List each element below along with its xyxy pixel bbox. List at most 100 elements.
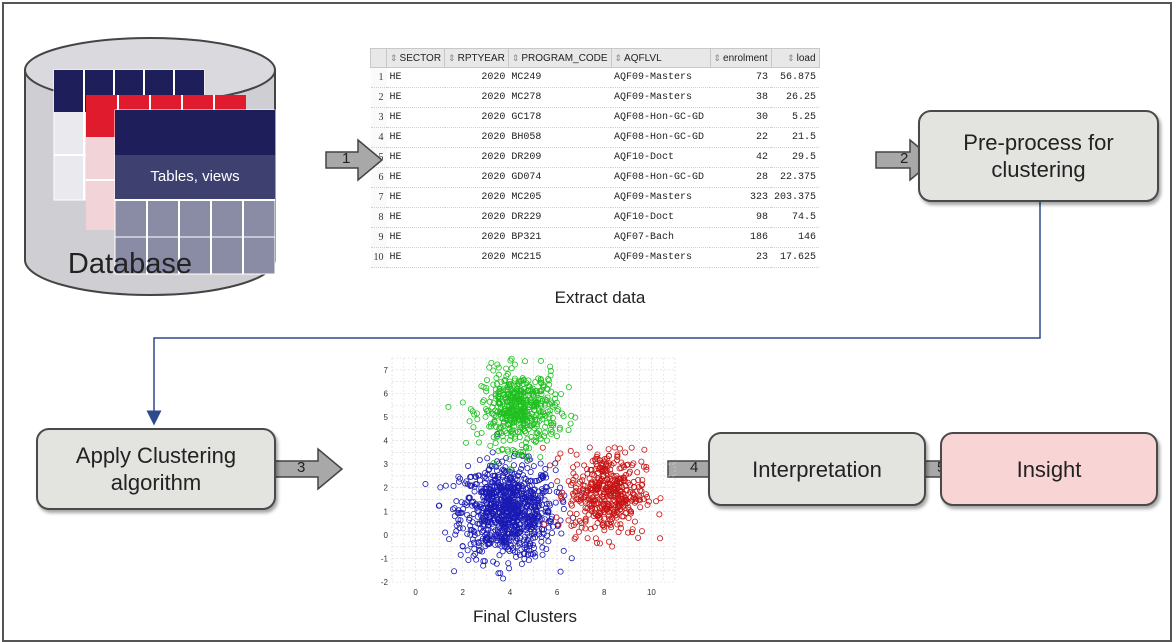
data-point [573, 510, 580, 517]
data-point [546, 502, 553, 509]
data-point [637, 497, 644, 504]
data-point [568, 555, 575, 562]
data-point [442, 482, 449, 489]
data-point [492, 472, 499, 479]
data-point [467, 406, 474, 413]
data-point [552, 395, 559, 402]
data-point [554, 478, 561, 485]
table-cell: HE [386, 247, 445, 268]
table-cell: 2020 [444, 247, 509, 268]
table-cell: MC278 [508, 87, 611, 108]
table-cell: 2 [370, 87, 387, 108]
data-point [527, 468, 534, 475]
data-point [446, 536, 453, 543]
table-cell: 2020 [444, 147, 509, 168]
data-point [516, 451, 523, 458]
data-point [501, 470, 508, 477]
data-point [505, 420, 512, 427]
data-point [497, 492, 504, 499]
column-header-label: AQFLVL [624, 52, 662, 64]
data-point [541, 402, 548, 409]
data-point [542, 423, 549, 430]
data-point [621, 493, 628, 500]
data-point [463, 478, 470, 485]
data-point [599, 522, 606, 529]
table-cell: 98 [710, 207, 772, 228]
table-body: 1 HE 2020 MC249 AQF09-Masters 73 56.875 2 HE 2020… [370, 67, 820, 268]
data-point [508, 355, 515, 362]
interpretation-label: Interpretation [752, 456, 882, 482]
data-point [577, 496, 584, 503]
data-point [656, 511, 663, 518]
table-cell: HE [386, 167, 445, 188]
data-point [528, 411, 535, 418]
data-point [529, 403, 536, 410]
data-point [476, 546, 483, 553]
data-point [606, 513, 613, 520]
data-point [476, 457, 483, 464]
data-point [511, 375, 518, 382]
step-1-number: 1 [342, 150, 351, 167]
data-point [626, 507, 633, 514]
step-3-number: 3 [297, 459, 306, 476]
data-point [511, 423, 518, 430]
data-point [582, 517, 589, 524]
data-point [535, 488, 542, 495]
data-point [437, 484, 444, 491]
x-tick-label: 10 [647, 588, 656, 597]
data-point [503, 429, 510, 436]
data-point [535, 503, 542, 510]
table-row: 2 HE 2020 MC278 AQF09-Masters 38 26.25 [370, 87, 820, 108]
x-tick-label: 0 [413, 588, 418, 597]
data-point [539, 444, 546, 451]
data-point [546, 462, 553, 469]
data-point [459, 542, 466, 549]
data-point [518, 488, 525, 495]
data-point [498, 378, 505, 385]
table-cell: AQF07-Bach [611, 227, 710, 248]
data-point [587, 466, 594, 473]
data-point [545, 377, 552, 384]
data-point [516, 428, 523, 435]
data-point [547, 426, 554, 433]
data-point [604, 503, 611, 510]
y-tick-label: 0 [384, 531, 389, 540]
data-point [501, 484, 508, 491]
table-cell: AQF08-Hon-GC-GD [611, 127, 710, 148]
data-point [557, 493, 564, 500]
data-point [542, 484, 549, 491]
data-point [524, 530, 531, 537]
data-point [530, 535, 537, 542]
y-tick-label: 7 [384, 366, 389, 375]
data-point [460, 505, 467, 512]
table-row: 4 HE 2020 BH058 AQF08-Hon-GC-GD 22 21.5 [370, 127, 820, 148]
data-point [539, 551, 546, 558]
data-point [537, 375, 544, 382]
data-point [472, 481, 479, 488]
table-cell: 2020 [444, 87, 509, 108]
data-point [623, 462, 630, 469]
data-point [542, 396, 549, 403]
data-point [500, 385, 507, 392]
data-point [593, 460, 600, 467]
data-point [524, 457, 531, 464]
data-point [521, 512, 528, 519]
data-point [504, 475, 511, 482]
data-point [520, 376, 527, 383]
data-point [622, 510, 629, 517]
data-point [626, 468, 633, 475]
data-point [572, 534, 579, 541]
table-cell: HE [386, 187, 445, 208]
data-point [488, 529, 495, 536]
data-point [559, 489, 566, 496]
data-point [546, 411, 553, 418]
data-point [453, 522, 460, 529]
table-cell: BP321 [508, 227, 611, 248]
table-cell: HE [386, 87, 445, 108]
data-point [492, 392, 499, 399]
table-cell: GC178 [508, 107, 611, 128]
table-cell: 146 [771, 227, 820, 248]
data-point [531, 528, 538, 535]
data-point [506, 516, 513, 523]
data-point [488, 463, 495, 470]
